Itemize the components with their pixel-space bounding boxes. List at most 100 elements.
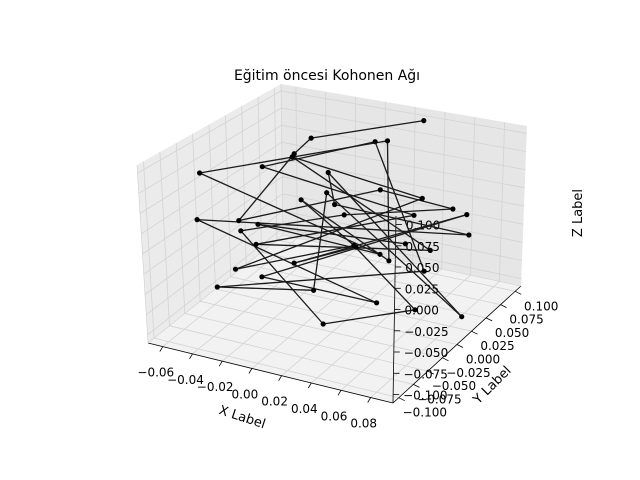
y-tick-label: 0.100 xyxy=(524,299,558,313)
neuron-point xyxy=(320,321,326,327)
grid-line xyxy=(215,288,458,345)
grid-line xyxy=(142,159,283,255)
neuron-point xyxy=(402,241,408,247)
network-edge xyxy=(261,213,467,278)
neuron-point xyxy=(464,212,470,218)
network-edge xyxy=(380,189,454,210)
neuron-point xyxy=(466,232,472,238)
network-edge xyxy=(196,219,377,304)
neuron-point xyxy=(372,139,378,145)
x-tick-label: 0.08 xyxy=(350,417,377,431)
grid-line xyxy=(281,141,525,189)
x-tick-label: −0.06 xyxy=(137,366,174,380)
neuron-point xyxy=(253,241,259,247)
y-tick-label: −0.025 xyxy=(446,366,490,380)
neuron-point xyxy=(421,268,427,274)
network-edge xyxy=(327,172,336,205)
x-tick-label: 0.02 xyxy=(261,395,288,409)
neuron-point xyxy=(238,228,244,234)
grid-line xyxy=(281,107,527,152)
network-edge xyxy=(257,223,406,245)
grid-line xyxy=(184,313,428,372)
neuron-point xyxy=(459,314,465,320)
y-tick xyxy=(500,304,507,308)
neuron-point xyxy=(421,118,427,124)
z-tick-label: −0.075 xyxy=(404,367,448,381)
x-tick xyxy=(159,346,164,352)
x-tick xyxy=(189,353,193,360)
neuron-point xyxy=(311,287,317,293)
grid-line xyxy=(141,141,283,235)
grid-line xyxy=(282,176,524,225)
grid-line xyxy=(147,227,284,336)
grid-line xyxy=(139,124,282,214)
floor-pane xyxy=(148,235,521,403)
z-tick-label: 0.025 xyxy=(405,282,439,296)
network-edge xyxy=(199,172,381,255)
z-tick-label: −0.100 xyxy=(403,389,447,403)
network-edge xyxy=(217,270,425,288)
neuron-point xyxy=(236,218,242,224)
network-edge xyxy=(235,244,355,270)
network-edge xyxy=(292,156,423,200)
grid-line xyxy=(143,176,283,275)
network-edge xyxy=(386,140,390,261)
neuron-point xyxy=(232,266,239,272)
network-edge xyxy=(261,276,377,304)
grid-line xyxy=(138,107,282,194)
axes-panes xyxy=(137,84,527,403)
neuron-point xyxy=(341,212,347,218)
x-tick xyxy=(367,397,372,403)
neuron-point xyxy=(411,212,417,218)
x-tick-label: 0.00 xyxy=(232,388,259,402)
neuron-point xyxy=(308,135,314,141)
grid-line xyxy=(230,276,472,332)
z-tick-label: −0.025 xyxy=(404,325,448,339)
grid-line xyxy=(200,300,443,359)
grid-line xyxy=(154,337,399,399)
y-tick-label: 0.000 xyxy=(466,353,500,367)
pane-edge xyxy=(136,164,149,344)
y-tick xyxy=(471,330,478,335)
y-tick-label: −0.050 xyxy=(432,379,476,393)
neuron-point xyxy=(259,164,265,170)
network-edge xyxy=(344,208,453,216)
neuron-point xyxy=(377,187,383,193)
neuron-point xyxy=(214,284,220,290)
network-edge xyxy=(291,156,431,251)
z-tick-label: −0.050 xyxy=(404,346,448,360)
network-edge xyxy=(293,137,312,155)
y-tick-label: 0.025 xyxy=(480,339,514,353)
grid-line xyxy=(169,325,414,385)
neuron-point xyxy=(259,274,265,280)
neuron-point xyxy=(298,197,304,203)
network-edge xyxy=(374,141,425,272)
network-edge xyxy=(257,223,381,255)
neuron-point xyxy=(353,244,359,250)
neuron-point xyxy=(384,138,391,144)
grid-line xyxy=(246,264,487,319)
neuron-point xyxy=(450,206,456,212)
y-tick xyxy=(515,290,522,295)
neuron-point xyxy=(197,170,203,176)
network-edge xyxy=(256,243,431,252)
y-tick xyxy=(442,357,449,362)
pane-edge xyxy=(282,234,522,287)
neuron-point xyxy=(412,307,418,313)
y-tick-label: 0.050 xyxy=(495,326,529,340)
neuron-point xyxy=(419,195,425,201)
x-tick xyxy=(278,375,282,381)
network-edge xyxy=(353,245,416,311)
y-tick-label: 0.075 xyxy=(509,313,543,327)
network-edge xyxy=(311,119,424,139)
neuron-point xyxy=(194,217,200,223)
left-pane xyxy=(137,84,283,343)
y-tick-label: −0.100 xyxy=(403,406,447,420)
neuron-point xyxy=(427,247,433,253)
x-tick xyxy=(337,390,342,396)
network-edge xyxy=(326,192,463,318)
neuron-point xyxy=(332,201,338,208)
x-tick-label: 0.04 xyxy=(291,402,318,416)
y-tick-label: −0.075 xyxy=(417,392,461,406)
z-axis-label: Z Label xyxy=(571,189,586,237)
